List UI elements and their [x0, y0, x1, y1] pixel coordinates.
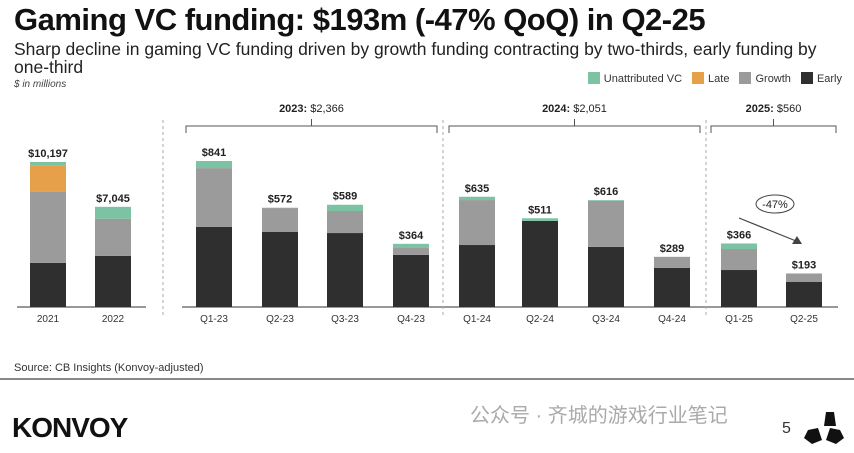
data-label: $289 [660, 243, 684, 255]
bar-segment-early [786, 282, 822, 307]
x-tick-label: Q3-23 [331, 314, 359, 325]
legend-item-late: Late [692, 72, 729, 86]
bar-segment-unattributed-vc [196, 161, 232, 169]
bar-segment-early [196, 226, 232, 307]
x-tick-label: Q1-23 [200, 314, 228, 325]
bar-segment-early [459, 245, 495, 307]
bar-segment-growth [95, 218, 131, 256]
change-annotation-bubble [755, 194, 795, 214]
period-total-label: 2025: $560 [746, 103, 802, 115]
legend-label: Early [816, 73, 842, 85]
bar-segment-growth [393, 247, 429, 255]
data-label: $364 [399, 230, 424, 242]
data-label: $366 [727, 229, 751, 241]
x-tick-label: Q2-25 [790, 314, 818, 325]
bar-segment-early [95, 255, 131, 307]
legend-item-growth: Growth [739, 72, 791, 86]
x-tick-label: Q2-24 [526, 314, 554, 325]
bar-segment-unattributed-vc [721, 243, 757, 250]
bar-segment-late [30, 165, 66, 192]
legend-label: Late [708, 73, 730, 85]
x-tick-label: Q3-24 [592, 314, 620, 325]
bar-segment-early [588, 246, 624, 307]
page-number: 5 [782, 420, 791, 437]
bar-segment-early [721, 270, 757, 307]
legend-swatch [800, 72, 813, 84]
subtitle: Sharp decline in gaming VC funding drive… [14, 39, 817, 77]
x-tick-label: Q1-25 [725, 314, 753, 325]
period-total-label: 2023: $2,366 [279, 103, 344, 115]
data-label: $635 [465, 183, 489, 195]
bar-segment-unattributed-vc [393, 243, 429, 248]
bar-segment-early [327, 233, 363, 307]
period-total-label: 2024: $2,051 [542, 103, 607, 115]
bar-segment-growth [459, 200, 495, 246]
legend-label: Unattributed VC [603, 73, 683, 85]
x-tick-label: 2021 [37, 314, 60, 325]
period-bracket [448, 119, 701, 133]
period-bracket [710, 119, 837, 133]
data-label: $10,197 [28, 148, 68, 160]
watermark: 公众号 · 齐城的游戏行业笔记 [470, 405, 728, 427]
bar-segment-unattributed-vc [459, 196, 495, 201]
trend-arrow [738, 217, 797, 242]
divider [0, 378, 854, 380]
konvoy-logo: KONVOY [12, 412, 128, 443]
bar-segment-growth [327, 210, 363, 234]
data-label: $841 [202, 147, 226, 159]
period-bracket [185, 119, 438, 133]
source-note: Source: CB Insights (Konvoy-adjusted) [14, 362, 204, 374]
legend-item-unattributed: Unattributed VC [587, 72, 683, 86]
unit-note: $ in millions [14, 79, 67, 90]
change-annotation: -47% [762, 199, 788, 211]
legend-swatch [692, 72, 705, 84]
bar-segment-unattributed-vc [588, 200, 624, 201]
bar-segment-early [393, 254, 429, 307]
bar-segment-early [30, 262, 66, 307]
bar-segment-unattributed-vc [95, 206, 131, 219]
x-tick-label: Q1-24 [463, 314, 491, 325]
bar-segment-growth [654, 256, 690, 268]
bar-segment-growth [786, 273, 822, 283]
bar-segment-growth [262, 208, 298, 233]
bar-segment-unattributed-vc [522, 218, 558, 221]
bar-segment-unattributed-vc [30, 162, 66, 166]
bar-segment-growth [30, 191, 66, 263]
legend: Unattributed VC Late Growth Early [587, 72, 842, 86]
bar-segment-early [654, 267, 690, 307]
legend-item-early: Early [800, 72, 842, 86]
data-label: $616 [594, 186, 618, 198]
bar-segment-growth [196, 168, 232, 227]
data-label: $193 [792, 259, 816, 271]
x-tick-label: Q4-24 [658, 314, 686, 325]
legend-swatch [587, 72, 600, 84]
x-tick-label: Q2-23 [266, 314, 294, 325]
bar-segment-growth [721, 249, 757, 271]
page-title: Gaming VC funding: $193m (-47% QoQ) in Q… [14, 2, 706, 37]
data-label: $7,045 [96, 193, 130, 205]
x-tick-label: Q4-23 [397, 314, 425, 325]
bar-segment-early [522, 220, 558, 307]
arrowhead-icon [792, 236, 802, 244]
data-label: $572 [268, 194, 292, 206]
data-label: $511 [528, 204, 552, 216]
legend-swatch [739, 72, 752, 84]
x-tick-label: 2022 [102, 314, 125, 325]
data-label: $589 [333, 191, 357, 203]
bar-segment-early [262, 232, 298, 307]
bar-segment-growth [588, 200, 624, 247]
bar-segment-unattributed-vc [327, 204, 363, 211]
legend-label: Growth [755, 73, 791, 85]
